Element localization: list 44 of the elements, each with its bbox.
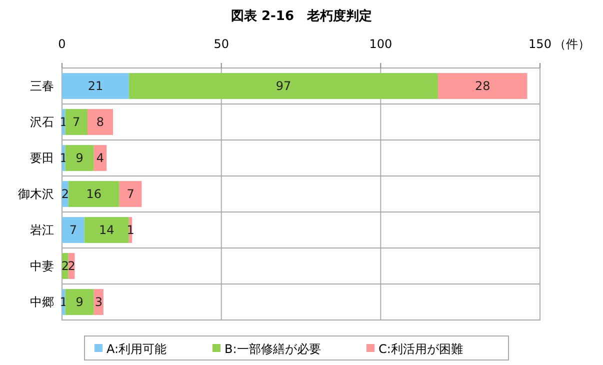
data-label: 14 xyxy=(98,223,114,237)
y-tick-label: 岩江 xyxy=(30,223,54,237)
data-label: 2 xyxy=(68,259,76,273)
data-label: 9 xyxy=(76,295,84,309)
x-axis-title: （件） xyxy=(554,37,590,51)
bar xyxy=(65,289,94,315)
legend-label: B:一部修繕が必要 xyxy=(224,342,321,356)
bar xyxy=(62,217,84,243)
y-tick-label: 沢石 xyxy=(30,115,54,129)
x-tick-label: 100 xyxy=(369,37,392,51)
data-label: 2 xyxy=(61,187,70,201)
bar xyxy=(62,73,129,99)
data-label: 97 xyxy=(276,79,292,93)
y-tick-label: 中妻 xyxy=(30,259,54,273)
x-tick-label: 150 xyxy=(528,37,552,51)
y-tick-label: 三春 xyxy=(30,79,54,93)
bar xyxy=(84,217,129,243)
x-tick-label: 50 xyxy=(214,37,229,51)
data-label: 21 xyxy=(88,79,104,93)
data-label: 7 xyxy=(126,187,134,201)
data-label: 4 xyxy=(96,151,104,165)
y-tick-label: 要田 xyxy=(30,151,54,165)
bar xyxy=(119,181,142,207)
x-tick-label: 0 xyxy=(58,37,66,51)
data-label: 16 xyxy=(86,187,102,201)
bar xyxy=(65,109,88,135)
bar xyxy=(438,73,528,99)
data-label: 7 xyxy=(69,223,77,237)
data-label: 9 xyxy=(76,151,84,165)
chart-title: 図表 2-16 老朽度判定 xyxy=(230,8,372,24)
data-label: 3 xyxy=(94,295,102,309)
bar xyxy=(68,181,120,207)
y-tick-label: 御木沢 xyxy=(18,187,54,201)
data-label: 7 xyxy=(72,115,80,129)
data-label: 28 xyxy=(475,79,490,93)
legend-label: A:利用可能 xyxy=(106,342,167,356)
bar xyxy=(128,73,438,99)
bar xyxy=(87,109,113,135)
legend-label: C:利活用が困難 xyxy=(378,342,463,356)
data-label: 8 xyxy=(96,115,104,129)
bar xyxy=(65,145,94,171)
data-label: 1 xyxy=(126,223,134,237)
data-label: 2 xyxy=(61,259,70,273)
y-tick-label: 中郷 xyxy=(30,295,54,309)
